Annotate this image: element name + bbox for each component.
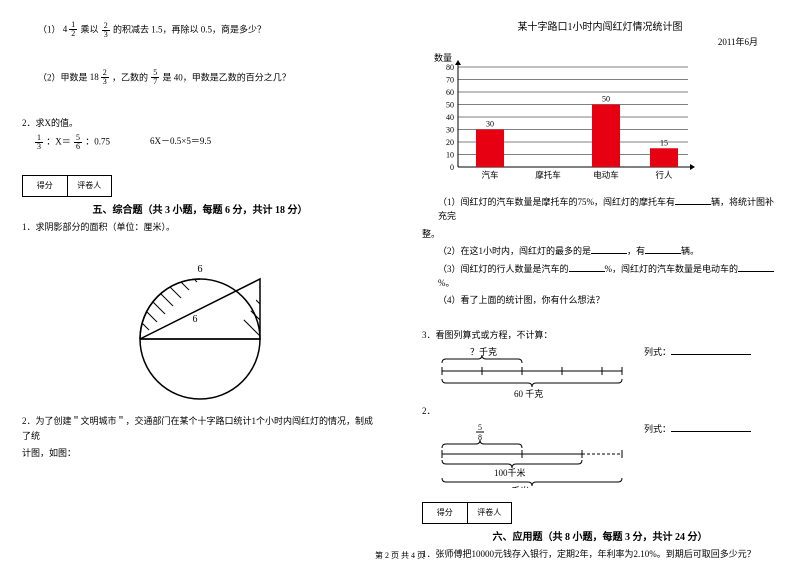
svg-text:5: 5 xyxy=(478,423,482,432)
svg-text:60 千克: 60 千克 xyxy=(514,389,543,399)
sec5-q2-line2: 计图，如图： xyxy=(22,446,378,460)
grader-label: 评卷人 xyxy=(68,176,112,196)
svg-text:30: 30 xyxy=(446,126,454,135)
svg-text:70: 70 xyxy=(446,76,454,85)
r-q1b: 整。 xyxy=(422,227,778,241)
svg-text:40: 40 xyxy=(446,113,454,122)
svg-text:30: 30 xyxy=(486,120,494,129)
diagram-1-equation: 列式： xyxy=(644,345,751,358)
svg-text:100千米: 100千米 xyxy=(494,467,526,478)
svg-text:x千米: x千米 xyxy=(507,485,530,488)
score-box: 得分 评卷人 xyxy=(22,175,112,197)
score-box-6: 得分 评卷人 xyxy=(422,502,512,524)
svg-text:？千克: ？千克 xyxy=(470,347,497,357)
fig-side-label: 6 xyxy=(193,314,198,325)
equations-row: 13 ：X＝ 56 ：0.75 6X－0.5×5＝9.5 xyxy=(34,134,378,151)
svg-text:汽车: 汽车 xyxy=(481,170,498,180)
problem-3: 3．看图列算式或方程，不计算： xyxy=(422,328,778,342)
q1-prefix: （1） xyxy=(38,24,61,34)
section-5-header: 得分 评卷人 xyxy=(22,175,378,197)
chart-title: 某十字路口1小时内闯红灯情况统计图 xyxy=(422,18,778,33)
segment-diagram-1: ？千克 60 千克 xyxy=(422,345,632,401)
diagram-2-equation: 列式： xyxy=(644,422,751,435)
diagram-2-row: 5 8 100千米 x千米 列式： xyxy=(422,422,778,488)
equation-1: 13 ：X＝ 56 ：0.75 xyxy=(34,134,110,151)
question-1: （1） 4 12 乘以 23 的积减去 1.5，再除以 0.5，商是多少？ xyxy=(38,21,378,39)
diagram-2-num: 2． xyxy=(422,404,778,418)
svg-text:电动车: 电动车 xyxy=(593,170,619,180)
svg-text:行人: 行人 xyxy=(655,170,673,180)
section-6-header: 得分 评卷人 xyxy=(422,502,778,524)
section-5-title: 五、综合题（共 3 小题，每题 6 分，共计 18 分） xyxy=(22,201,378,216)
segment-diagram-2: 5 8 100千米 x千米 xyxy=(422,422,632,488)
sec5-q1: 1．求阴影部分的面积（单位：厘米）。 xyxy=(22,220,378,234)
q1-frac2: 23 xyxy=(102,22,110,39)
svg-text:50: 50 xyxy=(602,95,610,104)
sec5-q2-line1: 2．为了创建＂文明城市＂，交通部门在某个十字路口统计1个小时内闯红灯的情况，制成… xyxy=(22,414,378,443)
problem-2: 2．求X的值。 xyxy=(22,116,378,130)
r-q1: （1）闯红灯的汽车数量是摩托车的75%，闯红灯的摩托车有辆，将统计图补充完 xyxy=(438,195,778,224)
q2-mixed: 18 23 xyxy=(90,69,110,86)
svg-text:数量: 数量 xyxy=(434,52,452,63)
r-q2: （2）在这1小时内，闯红灯的最多的是，有辆。 xyxy=(438,244,778,258)
left-column: （1） 4 12 乘以 23 的积减去 1.5，再除以 0.5，商是多少？ （2… xyxy=(0,0,400,565)
page-footer: 第 2 页 共 4 页 xyxy=(0,550,800,561)
r-q4: （4）看了上面的统计图，你有什么想法？ xyxy=(438,293,778,307)
bar-chart: 数量 0 10 20 30 40 50 60 70 80 30 汽车 摩托车 50 电动车 15 行人 xyxy=(422,52,778,187)
svg-text:0: 0 xyxy=(450,163,454,172)
diagram-1-row: ？千克 60 千克 列式： xyxy=(422,345,778,401)
right-column: 某十字路口1小时内闯红灯情况统计图 2011年6月 数量 0 10 20 30 40 50 6… xyxy=(400,0,800,565)
r-q3: （3）闯红灯的行人数量是汽车的%，闯红灯的汽车数量是电动车的%。 xyxy=(438,262,778,291)
svg-text:摩托车: 摩托车 xyxy=(535,170,561,180)
svg-text:80: 80 xyxy=(446,63,454,72)
svg-text:10: 10 xyxy=(446,151,454,160)
q1-mixed-number: 4 12 xyxy=(63,21,79,38)
svg-text:15: 15 xyxy=(660,138,668,147)
score-label: 得分 xyxy=(23,176,68,196)
section-6-title: 六、应用题（共 8 小题，每题 3 分，共计 24 分） xyxy=(422,528,778,543)
question-2: （2）甲数是 18 23 ，乙数的 57 是 40，甲数是乙数的百分之几？ xyxy=(38,69,378,87)
svg-text:60: 60 xyxy=(446,88,454,97)
shaded-circle-figure: 6 6 xyxy=(95,244,305,404)
equation-2: 6X－0.5×5＝9.5 xyxy=(150,134,211,151)
chart-date: 2011年6月 xyxy=(422,35,758,48)
svg-text:20: 20 xyxy=(446,138,454,147)
fig-top-label: 6 xyxy=(198,264,203,275)
svg-text:50: 50 xyxy=(446,101,454,110)
